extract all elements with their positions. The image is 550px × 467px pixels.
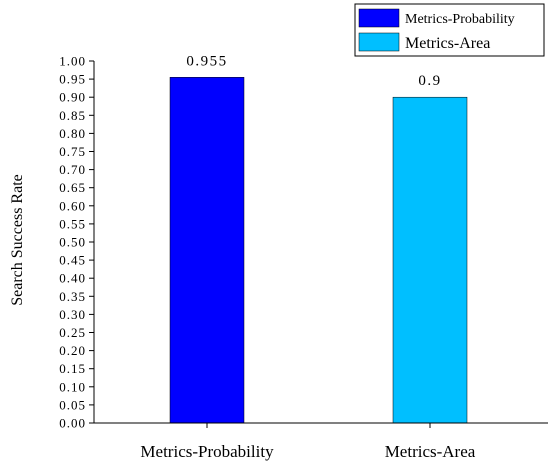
y-tick-label: 1.00 [59,54,86,69]
y-tick-label: 0.70 [59,162,86,177]
bar-metrics-probability [169,77,245,424]
y-tick-label: 0.05 [59,397,86,412]
legend-label-metrics-area: Metrics-Area [405,35,490,52]
y-tick-label: 0.50 [59,235,86,250]
legend: Metrics-Probability Metrics-Area [354,3,545,57]
legend-swatch-metrics-area [358,32,400,52]
y-tick-label: 0.85 [59,108,86,123]
y-axis-ticks: 0.00 0.05 0.10 0.15 0.20 0.25 0.30 0.35 0.40 0.45… [59,54,94,431]
legend-swatch-metrics-probability [358,8,400,28]
y-tick-label: 0.35 [59,289,86,304]
y-tick-label: 0.15 [59,361,86,376]
y-tick-label: 0.45 [59,253,86,268]
y-tick-label: 0.10 [59,379,86,394]
y-tick-label: 0.00 [59,416,86,431]
y-axis-title: Search Success Rate [9,174,26,306]
y-tick-label: 0.65 [59,180,86,195]
bar-value-label: 0.955 [186,53,227,69]
y-tick-label: 0.95 [59,72,86,87]
y-tick-label: 0.60 [59,198,86,213]
y-tick-label: 0.90 [59,90,86,105]
legend-label-metrics-probability: Metrics-Probability [405,12,515,27]
x-axis: Metrics-Probability Metrics-Area [140,423,476,461]
y-tick-label: 0.25 [59,325,86,340]
bar-metrics-area [392,96,468,424]
bar-value-label: 0.9 [418,73,441,89]
y-tick-label: 0.55 [59,216,86,231]
x-tick-label: Metrics-Probability [140,442,274,461]
y-tick-label: 0.80 [59,126,86,141]
y-tick-label: 0.40 [59,271,86,286]
bars: 0.955 0.9 [169,53,468,424]
y-tick-label: 0.75 [59,144,86,159]
y-tick-label: 0.30 [59,307,86,322]
y-tick-label: 0.20 [59,343,86,358]
x-tick-label: Metrics-Area [385,442,476,461]
